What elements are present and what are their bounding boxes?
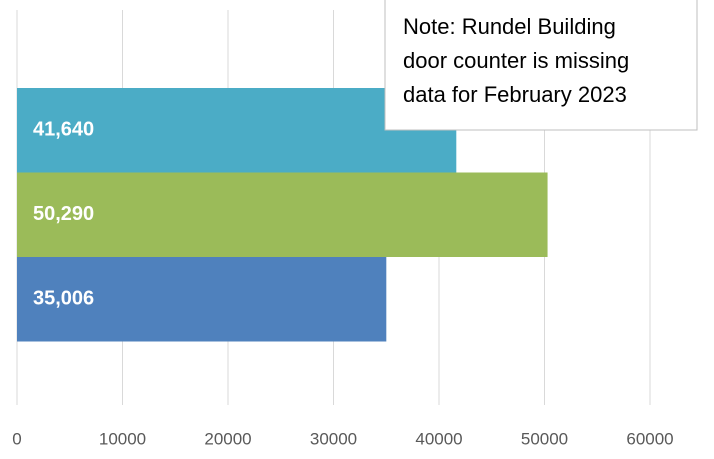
note-line: data for February 2023	[403, 82, 627, 107]
x-tick-label: 40000	[415, 429, 462, 448]
note-line: Note: Rundel Building	[403, 14, 616, 39]
value-label: 50,290	[33, 203, 94, 225]
x-tick-label: 30000	[310, 429, 357, 448]
value-label: 35,006	[33, 288, 94, 310]
bar	[17, 172, 548, 257]
x-tick-label: 60000	[626, 429, 673, 448]
x-tick-label: 10000	[99, 429, 146, 448]
x-tick-label: 0	[12, 429, 21, 448]
bar	[17, 88, 457, 173]
x-tick-label: 50000	[521, 429, 568, 448]
note-line: door counter is missing	[403, 48, 629, 73]
bar	[17, 257, 387, 342]
value-label: 41,640	[33, 119, 94, 141]
bars: 41,640 50,290 35,006	[17, 88, 548, 342]
note-box	[384, 0, 698, 131]
note: Note: Rundel Building door counter is mis…	[384, 0, 698, 131]
x-tick-label: 20000	[204, 429, 251, 448]
